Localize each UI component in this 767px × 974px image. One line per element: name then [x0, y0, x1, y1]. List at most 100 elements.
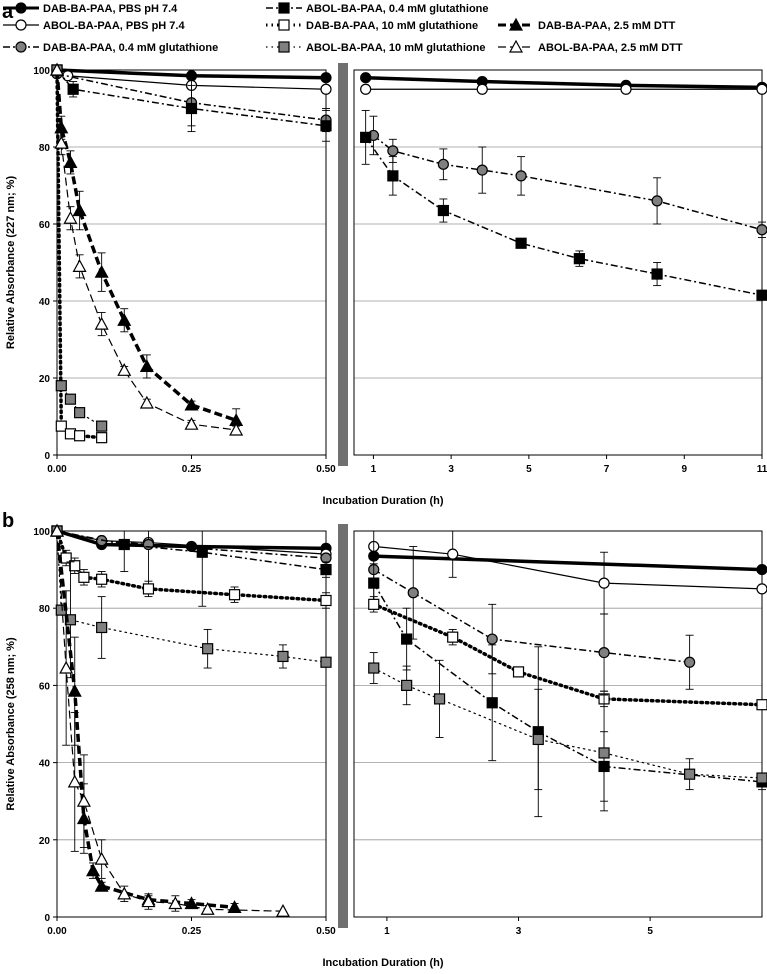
x-tick-label: 5 [647, 926, 653, 937]
data-point [196, 546, 208, 558]
data-point [69, 560, 81, 572]
y-tick-label: 100 [33, 66, 50, 77]
data-point [368, 598, 380, 610]
data-point [96, 621, 108, 634]
data-point [76, 793, 91, 807]
y-tick-label: 80 [39, 604, 51, 615]
data-point [684, 656, 696, 668]
axis-break-bar [338, 524, 348, 928]
data-point [49, 62, 65, 76]
data-point [387, 145, 399, 157]
series-line [373, 568, 690, 663]
y-tick-label: 100 [33, 527, 50, 538]
data-point [437, 158, 449, 170]
series-2 [51, 525, 767, 615]
series-line [56, 530, 327, 571]
data-point [64, 393, 77, 405]
x-tick-label: 7 [604, 464, 610, 475]
legend-marker [15, 19, 27, 31]
data-point [515, 170, 527, 182]
legend-label: ABOL-BA-PAA, 10 mM glutathione [306, 42, 485, 54]
data-point [184, 416, 199, 430]
panel-letter: a [2, 1, 14, 23]
x-tick-label: 5 [526, 464, 532, 475]
data-point [94, 851, 109, 865]
x-tick-label: 3 [516, 926, 522, 937]
data-point [139, 359, 154, 373]
data-point [117, 886, 132, 900]
x-axis-label: Incubation Duration (h) [323, 495, 444, 507]
data-point [598, 646, 610, 659]
x-tick-label: 0.00 [47, 464, 67, 475]
data-point [67, 683, 82, 697]
y-tick-label: 80 [39, 143, 51, 154]
y-axis-label: Relative Absorbance (227 nm; %) [5, 176, 17, 350]
series-line [365, 136, 763, 296]
series-7 [49, 523, 242, 913]
data-point [142, 538, 155, 551]
data-point [486, 633, 498, 645]
legend-marker [508, 39, 524, 53]
x-tick-label: 1 [384, 926, 390, 937]
y-tick-label: 60 [39, 681, 51, 692]
data-point [55, 420, 67, 432]
axis-break-bar [338, 63, 348, 466]
data-point [620, 83, 632, 95]
series-line [56, 530, 283, 912]
data-point [756, 583, 767, 595]
panel-letter: b [2, 510, 14, 532]
data-point [320, 563, 332, 576]
legend-marker [278, 41, 290, 53]
series-8 [49, 523, 290, 917]
legend-marker [15, 2, 27, 14]
data-point [96, 420, 108, 432]
data-point [184, 896, 199, 910]
series-line [56, 69, 103, 427]
y-axis-label: Relative Absorbance (258 nm; %) [5, 637, 17, 811]
data-point [320, 656, 332, 668]
plot-frame-right [353, 530, 763, 918]
data-point [96, 573, 108, 585]
series-line [372, 134, 763, 231]
data-point [320, 120, 332, 132]
legend: DAB-BA-PAA, PBS pH 7.4 ABOL-BA-PAA, PBS p… [3, 2, 683, 54]
series-5 [51, 525, 767, 711]
y-tick-label: 20 [39, 374, 51, 385]
data-point [447, 548, 459, 560]
series-line [373, 554, 763, 572]
data-point [476, 83, 488, 95]
data-point [598, 747, 610, 759]
data-point [401, 679, 413, 692]
data-point [320, 594, 332, 607]
data-point [368, 577, 380, 589]
data-point [64, 428, 77, 440]
plot-frame-right [353, 69, 763, 456]
series-4 [51, 525, 767, 818]
data-point [72, 203, 87, 217]
data-point [78, 571, 90, 583]
y-tick-label: 40 [39, 297, 51, 308]
data-point [573, 253, 585, 265]
x-tick-label: 3 [448, 464, 454, 475]
data-point [360, 83, 372, 95]
data-point [73, 430, 86, 442]
data-point [486, 697, 498, 709]
data-point [72, 259, 87, 272]
series-7 [49, 62, 244, 433]
series-line [373, 582, 763, 783]
legend-label: DAB-BA-PAA, 2.5 mM DTT [538, 20, 676, 32]
data-point [651, 268, 663, 280]
data-point [277, 650, 289, 663]
legend-label: ABOL-BA-PAA, 0.4 mM glutathione [306, 3, 489, 15]
data-point [54, 135, 69, 149]
legend-label: DAB-BA-PAA, 0.4 mM glutathione [43, 42, 218, 54]
panel-b: b 0 20 40 60 80 100 0.00 0.25 0.50 1 3 5 Incubation D… [2, 510, 767, 969]
series-3 [51, 68, 767, 238]
data-point [73, 407, 86, 419]
data-point [59, 660, 74, 674]
data-point [49, 523, 65, 537]
data-point [200, 902, 215, 915]
data-point [96, 432, 108, 444]
data-point [117, 312, 132, 326]
